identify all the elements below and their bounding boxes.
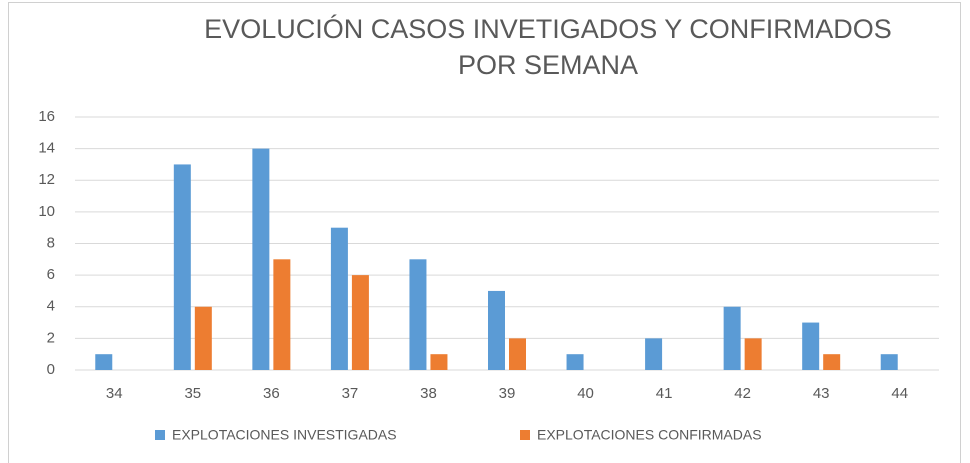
bar <box>509 338 526 370</box>
y-tick-label: 2 <box>47 329 55 346</box>
y-tick-label: 10 <box>38 203 55 220</box>
y-tick-label: 4 <box>47 298 55 315</box>
x-tick-label: 38 <box>420 385 437 402</box>
y-tick-label: 6 <box>47 266 55 283</box>
x-tick-label: 42 <box>734 385 751 402</box>
x-tick-label: 43 <box>813 385 830 402</box>
legend-label: EXPLOTACIONES CONFIRMADAS <box>537 427 762 443</box>
x-tick-label: 44 <box>891 385 908 402</box>
bar <box>823 354 841 370</box>
chart-title: EVOLUCIÓN CASOS INVETIGADOS Y CONFIRMADO… <box>204 13 892 44</box>
bar <box>95 354 113 370</box>
bar <box>566 354 584 370</box>
y-tick-label: 0 <box>47 361 55 378</box>
bar <box>330 227 348 370</box>
x-tick-label: 41 <box>656 385 673 402</box>
legend-swatch <box>520 430 530 440</box>
bar <box>744 338 762 370</box>
x-tick-label: 35 <box>184 385 201 402</box>
bar <box>488 290 505 370</box>
x-tick-label: 39 <box>499 385 516 402</box>
bar <box>880 354 898 370</box>
bar <box>430 354 448 370</box>
bar <box>409 259 427 370</box>
y-tick-label: 16 <box>38 108 55 125</box>
x-tick-label: 40 <box>577 385 594 402</box>
bar <box>194 306 212 370</box>
x-tick-label: 36 <box>263 385 280 402</box>
y-tick-label: 12 <box>38 171 55 188</box>
y-tick-label: 8 <box>47 234 55 251</box>
chart-frame <box>8 2 961 463</box>
x-tick-label: 34 <box>106 385 123 402</box>
legend-swatch <box>155 430 165 440</box>
x-tick-label: 37 <box>342 385 359 402</box>
y-tick-label: 14 <box>38 140 55 157</box>
chart-title: POR SEMANA <box>458 50 638 80</box>
bar <box>252 148 270 370</box>
bar <box>723 306 741 370</box>
bar <box>802 322 820 370</box>
bar <box>173 164 191 370</box>
bar <box>351 275 369 370</box>
bar <box>273 259 291 370</box>
bar <box>645 338 663 370</box>
legend-label: EXPLOTACIONES INVESTIGADAS <box>172 427 397 443</box>
